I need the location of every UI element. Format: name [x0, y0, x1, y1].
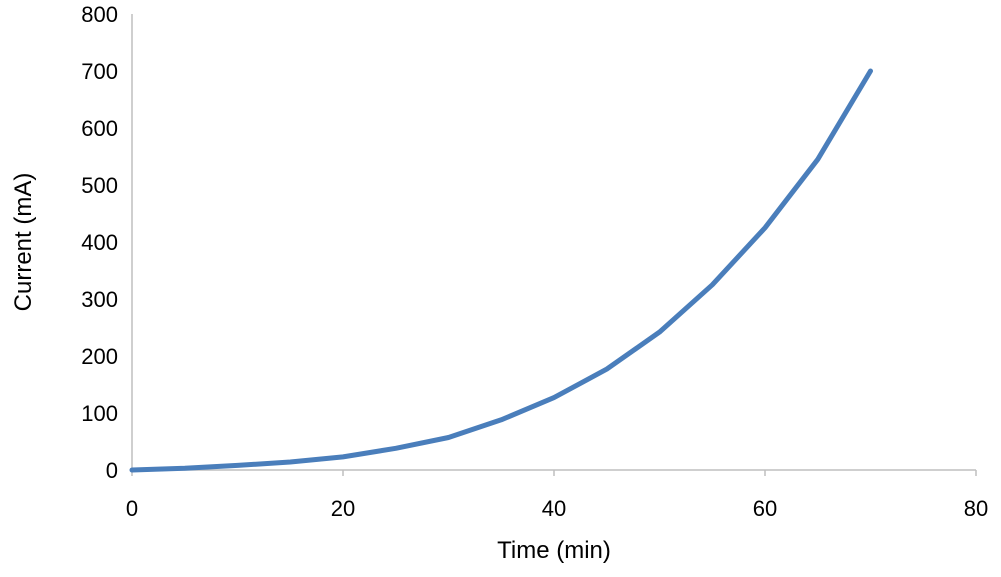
- y-tick-label: 700: [81, 59, 118, 84]
- x-tick-label: 20: [331, 496, 355, 521]
- y-axis-title: Current (mA): [10, 173, 37, 312]
- series-line: [129, 68, 873, 473]
- y-tick-label: 200: [81, 344, 118, 369]
- x-tick-label: 0: [126, 496, 138, 521]
- y-tick-label: 600: [81, 116, 118, 141]
- y-tick-label: 100: [81, 401, 118, 426]
- x-axis-tick-marks: [131, 470, 977, 476]
- x-tick-label: 40: [542, 496, 566, 521]
- x-tick-label: 60: [753, 496, 777, 521]
- y-tick-label: 300: [81, 287, 118, 312]
- x-axis-tick-labels: 0 20 40 60 80: [126, 496, 988, 521]
- y-axis-tick-labels: 0 100 200 300 400 500 600 700 800: [81, 2, 118, 483]
- x-axis-title: Time (min): [497, 537, 611, 564]
- y-tick-label: 400: [81, 230, 118, 255]
- x-tick-label: 80: [964, 496, 988, 521]
- y-tick-label: 500: [81, 173, 118, 198]
- y-tick-label: 800: [81, 2, 118, 27]
- y-tick-label: 0: [106, 458, 118, 483]
